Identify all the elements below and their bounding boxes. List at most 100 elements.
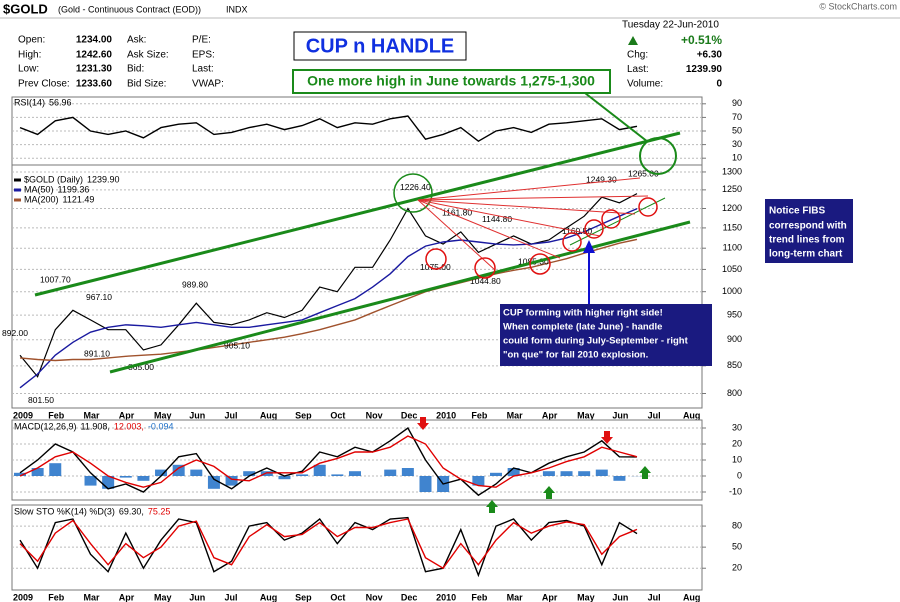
histogram-bar xyxy=(278,476,291,480)
y-tick-label: 90 xyxy=(732,98,742,108)
x-tick-label: Sep xyxy=(295,592,312,602)
quote-value: 1242.60 xyxy=(76,50,113,61)
upper-trend-line xyxy=(34,131,681,297)
fib-circles xyxy=(425,197,658,279)
quote-label: Bid Size: xyxy=(127,79,166,90)
histogram-bar xyxy=(260,471,273,476)
legend-swatch xyxy=(14,178,21,182)
histogram-bar xyxy=(155,469,168,476)
sell-arrow xyxy=(417,417,429,430)
y-tick-label: 800 xyxy=(727,388,742,398)
fib-circle xyxy=(638,197,658,217)
y-tick-label: -10 xyxy=(729,486,742,496)
fib-line xyxy=(417,199,601,237)
quote-value: 1231.30 xyxy=(76,64,113,75)
stat-value: 1239.90 xyxy=(686,64,723,75)
buy-arrow xyxy=(543,486,555,499)
point-label: 1007.70 xyxy=(40,274,71,284)
quote-table: Open: 1234.00 Ask: P/E: High: 1242.60 Ask Size… xyxy=(18,35,224,90)
connector xyxy=(584,92,649,143)
y-tick-label: 1150 xyxy=(723,222,742,232)
histogram-bar xyxy=(225,476,238,486)
x-tick-label: Jun xyxy=(189,410,205,420)
histogram-bar xyxy=(207,476,220,489)
quote-label: Prev Close: xyxy=(18,79,70,90)
point-label: 1044.80 xyxy=(470,276,501,286)
histogram-bar xyxy=(14,472,26,476)
histogram-bar xyxy=(560,471,573,476)
x-tick-label: Aug xyxy=(260,410,278,420)
x-tick-label: Aug xyxy=(683,592,701,602)
stat-value: 0 xyxy=(716,79,722,90)
note-line: correspond with xyxy=(769,221,847,232)
point-label: 1075.00 xyxy=(420,262,451,272)
x-tick-label: Aug xyxy=(260,592,278,602)
quote-label: Bid: xyxy=(127,64,144,75)
y-tick-label: 30 xyxy=(732,139,742,149)
y-tick-label: 1100 xyxy=(723,243,742,253)
fib-line xyxy=(417,199,636,215)
legend-text: 56.96 xyxy=(49,97,72,107)
y-tick-label: 10 xyxy=(732,454,742,464)
histogram-bar xyxy=(384,469,397,476)
point-label: 1249.30 xyxy=(586,174,617,184)
x-tick-label: Apr xyxy=(119,592,135,602)
note-line: long-term chart xyxy=(769,249,843,260)
point-label: 892.00 xyxy=(2,328,28,338)
histogram-bar xyxy=(190,469,203,476)
series-line xyxy=(19,518,638,570)
histogram-bar xyxy=(613,476,626,481)
title-box xyxy=(293,31,467,61)
series-line xyxy=(19,238,638,362)
series-line xyxy=(19,115,638,143)
date: Tuesday 22-Jun-2010 xyxy=(622,20,719,31)
point-label: 1144.80 xyxy=(482,214,512,224)
point-label: 865.00 xyxy=(128,362,154,372)
fib-line xyxy=(417,195,649,201)
y-tick-label: 50 xyxy=(732,542,742,552)
title: CUP n HANDLE xyxy=(306,35,455,57)
point-label: 1265.00 xyxy=(628,169,659,179)
x-tick-label: Mar xyxy=(507,410,524,420)
quote-label: Ask Size: xyxy=(127,50,169,61)
fib-circle xyxy=(562,232,582,252)
point-label: 905.10 xyxy=(224,340,250,350)
fib-circle xyxy=(425,248,447,270)
legend-text: 1121.49 xyxy=(63,194,95,204)
x-tick-label: May xyxy=(577,592,595,602)
x-tick-label: May xyxy=(154,592,172,602)
x-tick-label: Jul xyxy=(225,410,238,420)
legend-text: 12.003, xyxy=(114,421,144,431)
x-tick-label: Apr xyxy=(542,410,558,420)
x-tick-label: Apr xyxy=(119,410,135,420)
x-tick-label: Mar xyxy=(507,592,524,602)
point-label: 891.10 xyxy=(84,349,110,359)
legend-text: MA(50) xyxy=(24,184,54,194)
y-tick-label: 70 xyxy=(732,112,742,122)
quote-label: VWAP: xyxy=(192,79,224,90)
histogram-bar xyxy=(348,471,361,476)
histogram-bar xyxy=(49,463,62,476)
histogram-bar xyxy=(331,474,344,476)
histogram-bar xyxy=(507,468,520,476)
y-tick-label: 10 xyxy=(732,153,742,163)
histogram-bar xyxy=(172,464,185,476)
x-tick-label: Mar xyxy=(84,592,101,602)
y-tick-label: 50 xyxy=(732,125,742,135)
x-tick-label: Oct xyxy=(330,410,345,420)
histogram-bar xyxy=(472,476,485,486)
histogram-bar xyxy=(419,476,432,492)
histogram-bar xyxy=(84,476,97,486)
y-tick-label: 1000 xyxy=(722,286,742,296)
target-box xyxy=(292,69,611,94)
histogram-bar xyxy=(542,471,555,476)
y-tick-label: 1050 xyxy=(722,264,742,274)
x-tick-label: Feb xyxy=(48,410,65,420)
x-tick-label: Apr xyxy=(542,592,558,602)
quote-value: 1233.60 xyxy=(76,79,113,90)
stats: Chg: +6.30 Last: 1239.90 Volume: 0 xyxy=(627,50,722,90)
histogram-bar xyxy=(119,476,132,478)
x-tick-label: Jul xyxy=(648,410,661,420)
